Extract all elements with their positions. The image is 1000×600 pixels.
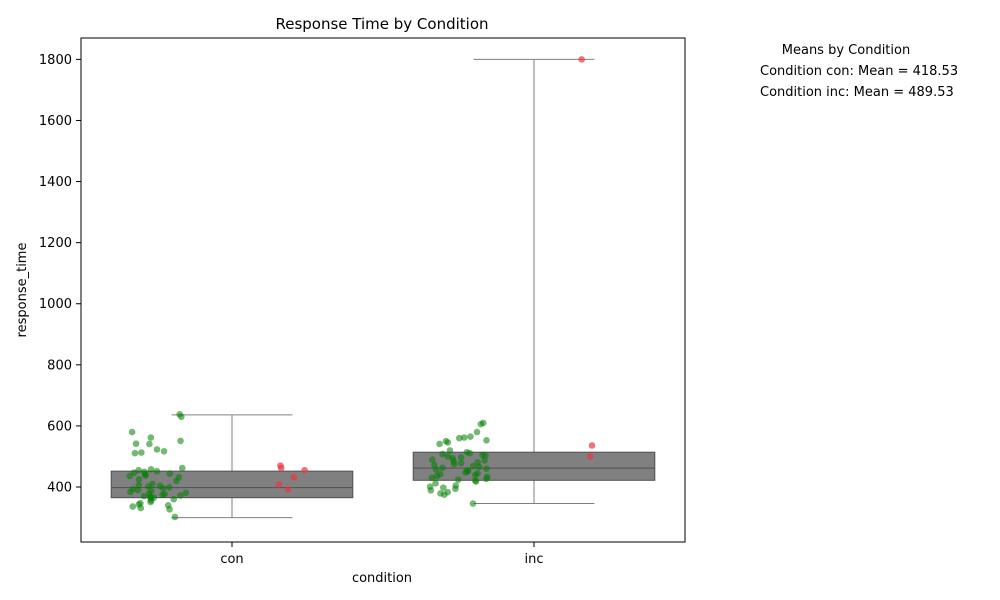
point-inc-3 bbox=[467, 433, 474, 440]
point-inc-36 bbox=[471, 471, 479, 479]
outlier-point-con-1 bbox=[277, 464, 285, 472]
point-con-33 bbox=[127, 488, 134, 496]
point-inc-39 bbox=[428, 474, 436, 482]
point-inc-1 bbox=[477, 420, 485, 428]
point-inc-2 bbox=[473, 428, 481, 436]
point-inc-20 bbox=[481, 457, 488, 464]
point-inc-8 bbox=[444, 439, 452, 446]
point-con-22 bbox=[135, 476, 143, 483]
point-con-45 bbox=[147, 498, 154, 506]
y-axis-label: response_time bbox=[15, 243, 30, 338]
point-inc-12 bbox=[466, 449, 474, 457]
point-inc-48 bbox=[452, 485, 459, 493]
point-inc-43 bbox=[472, 478, 480, 485]
point-inc-5 bbox=[455, 434, 463, 442]
point-inc-10 bbox=[446, 447, 454, 454]
outlier-point-inc-1 bbox=[588, 442, 596, 449]
point-con-10 bbox=[131, 449, 139, 457]
point-inc-17 bbox=[457, 454, 465, 461]
point-con-43 bbox=[170, 495, 178, 503]
point-inc-53 bbox=[469, 500, 477, 507]
point-inc-47 bbox=[440, 484, 447, 491]
point-con-3 bbox=[147, 434, 155, 441]
point-con-52 bbox=[171, 513, 179, 521]
means-legend: Means by Condition Condition con: Mean =… bbox=[760, 43, 958, 100]
x-tick-label-con: con bbox=[220, 552, 243, 567]
point-con-28 bbox=[165, 484, 173, 491]
point-con-31 bbox=[134, 486, 142, 494]
point-inc-28 bbox=[439, 464, 446, 472]
point-con-17 bbox=[166, 470, 174, 477]
box-inc bbox=[412, 58, 656, 505]
point-inc-41 bbox=[454, 476, 462, 483]
plot-area bbox=[110, 56, 656, 521]
x-axis-label: condition bbox=[352, 571, 412, 586]
point-con-39 bbox=[140, 492, 148, 500]
point-con-9 bbox=[138, 449, 145, 456]
point-con-4 bbox=[177, 437, 184, 445]
point-inc-52 bbox=[440, 491, 448, 498]
outlier-point-inc-2 bbox=[586, 453, 594, 460]
chart-title: Response Time by Condition bbox=[275, 15, 488, 33]
point-con-12 bbox=[147, 466, 155, 473]
mean-label-inc: Condition inc: Mean = 489.53 bbox=[760, 85, 954, 100]
y-tick-label-1400: 1400 bbox=[39, 175, 72, 190]
y-tick-label-400: 400 bbox=[47, 481, 72, 496]
point-con-2 bbox=[128, 428, 136, 436]
point-con-8 bbox=[160, 447, 168, 455]
point-inc-24 bbox=[451, 460, 458, 468]
point-inc-4 bbox=[460, 434, 468, 441]
point-con-37 bbox=[159, 491, 166, 498]
mean-label-con: Condition con: Mean = 418.53 bbox=[760, 64, 958, 79]
point-inc-49 bbox=[427, 487, 435, 494]
point-con-1 bbox=[178, 413, 185, 421]
y-tick-label-600: 600 bbox=[47, 419, 72, 434]
point-con-38 bbox=[177, 492, 184, 499]
point-inc-13 bbox=[439, 450, 446, 458]
point-inc-27 bbox=[475, 463, 483, 471]
point-con-25 bbox=[135, 481, 143, 489]
point-inc-29 bbox=[483, 465, 490, 472]
point-inc-33 bbox=[462, 469, 469, 476]
point-inc-19 bbox=[428, 456, 436, 463]
point-con-11 bbox=[178, 464, 186, 472]
point-con-6 bbox=[146, 440, 153, 448]
point-con-49 bbox=[129, 503, 137, 510]
outlier-point-con-4 bbox=[275, 481, 283, 488]
outlier-point-inc-0 bbox=[578, 56, 585, 63]
point-con-7 bbox=[153, 446, 161, 453]
point-inc-30 bbox=[432, 466, 440, 473]
x-tick-label-inc: inc bbox=[525, 552, 544, 567]
point-inc-26 bbox=[469, 462, 477, 470]
point-inc-15 bbox=[482, 452, 489, 459]
outlier-point-con-2 bbox=[301, 466, 308, 474]
y-tick-label-1200: 1200 bbox=[39, 236, 72, 251]
point-inc-6 bbox=[483, 436, 490, 444]
point-inc-40 bbox=[483, 475, 490, 483]
point-con-29 bbox=[159, 484, 167, 492]
y-tick-label-1000: 1000 bbox=[39, 297, 72, 312]
y-tick-label-1800: 1800 bbox=[39, 53, 72, 68]
point-inc-23 bbox=[457, 459, 465, 467]
outlier-point-con-5 bbox=[284, 486, 292, 493]
point-con-19 bbox=[142, 472, 149, 479]
y-axis: 400 600 800 1000 1200 1400 1600 1800 bbox=[39, 53, 81, 496]
outlier-point-con-3 bbox=[290, 473, 298, 481]
point-con-23 bbox=[173, 477, 180, 485]
point-con-51 bbox=[166, 506, 173, 513]
y-tick-label-1600: 1600 bbox=[39, 114, 72, 129]
point-con-5 bbox=[132, 440, 140, 447]
point-inc-37 bbox=[433, 472, 441, 480]
point-con-50 bbox=[137, 504, 145, 512]
point-con-34 bbox=[182, 489, 190, 497]
point-inc-9 bbox=[436, 440, 443, 448]
point-con-20 bbox=[126, 472, 134, 480]
point-con-14 bbox=[153, 467, 161, 475]
point-inc-44 bbox=[432, 480, 439, 487]
x-axis: con inc bbox=[220, 542, 544, 567]
plot-frame bbox=[80, 37, 686, 543]
means-legend-title: Means by Condition bbox=[782, 43, 910, 58]
y-tick-label-800: 800 bbox=[47, 358, 72, 373]
